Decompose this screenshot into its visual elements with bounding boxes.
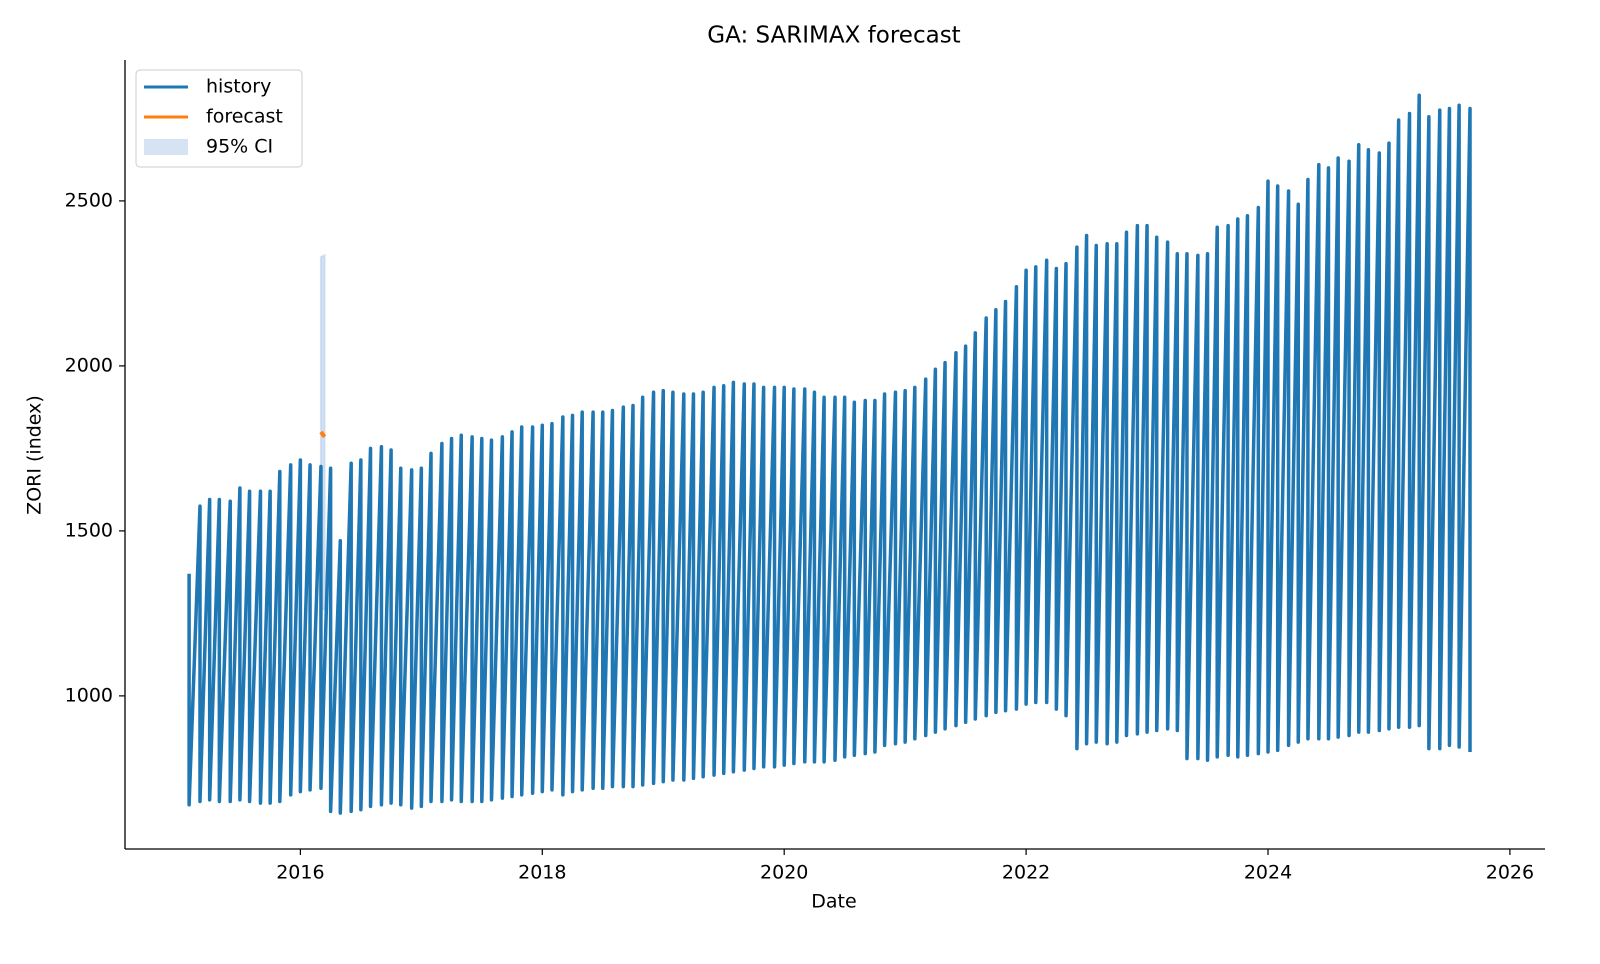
y-tick-label: 2500 bbox=[65, 189, 113, 211]
x-tick-label: 2016 bbox=[276, 862, 324, 884]
legend-label: history bbox=[206, 76, 271, 98]
x-tick-label: 2024 bbox=[1244, 862, 1292, 884]
series-line bbox=[319, 430, 327, 439]
chart-title: GA: SARIMAX forecast bbox=[707, 23, 960, 49]
legend-swatch bbox=[144, 139, 188, 155]
x-tick-label: 2026 bbox=[1486, 862, 1534, 884]
x-axis-label: Date bbox=[811, 891, 856, 913]
legend-label: 95% CI bbox=[206, 136, 273, 158]
y-axis-label: ZORI (index) bbox=[24, 395, 46, 515]
x-tick-label: 2020 bbox=[760, 862, 808, 884]
legend-label: forecast bbox=[206, 106, 283, 128]
y-tick-label: 2000 bbox=[65, 354, 113, 376]
x-tick-label: 2018 bbox=[518, 862, 566, 884]
x-tick-label: 2022 bbox=[1002, 862, 1050, 884]
y-tick-label: 1500 bbox=[65, 519, 113, 541]
y-tick-label: 1000 bbox=[65, 684, 113, 706]
series-line bbox=[187, 93, 1472, 815]
